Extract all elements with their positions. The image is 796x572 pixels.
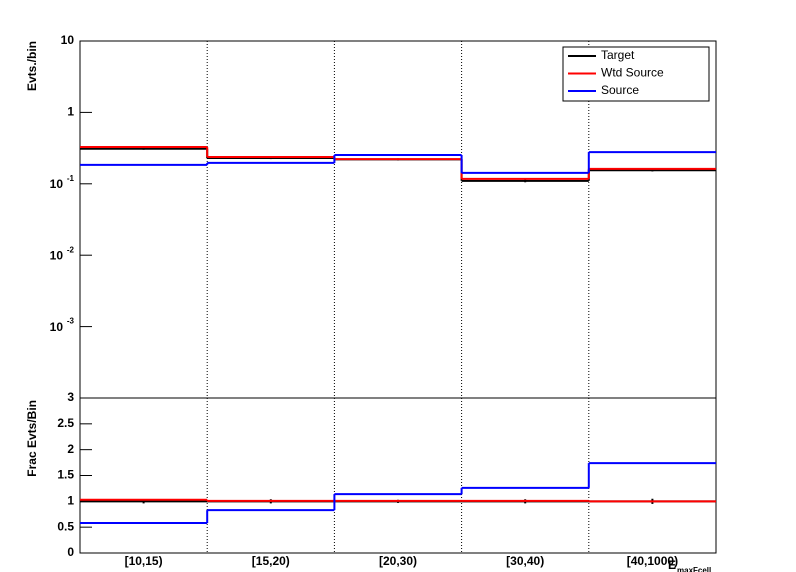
y-tick-label: 10: [50, 177, 64, 191]
y-tick-exponent: -3: [67, 317, 75, 326]
plot-frame: [79, 397, 717, 554]
y-tick-label: 1: [67, 105, 74, 119]
legend-label: Source: [601, 83, 639, 97]
y-tick-label: 2.5: [57, 416, 74, 430]
x-tick-label: [20,30): [379, 554, 417, 568]
x-axis-subscript: maxFcell: [677, 566, 711, 572]
y-axis-title: Frac Evts/Bin: [25, 400, 39, 477]
y-tick-label: 10: [61, 33, 75, 47]
y-tick-label: 0: [67, 545, 74, 559]
y-tick-exponent: -1: [67, 174, 75, 183]
x-tick-label: [30,40): [506, 554, 544, 568]
y-tick-label: 1: [67, 494, 74, 508]
x-tick-label: [15,20): [252, 554, 290, 568]
y-tick-exponent: -2: [67, 245, 75, 254]
y-tick-label: 2: [67, 442, 74, 456]
y-tick-label: 3: [67, 390, 74, 404]
y-axis-title: Evts./bin: [25, 41, 39, 91]
y-tick-label: 10: [50, 248, 64, 262]
y-tick-label: 1.5: [57, 468, 74, 482]
x-tick-label: [10,15): [125, 554, 163, 568]
x-axis-title: E: [668, 558, 676, 572]
y-tick-label: 10: [50, 320, 64, 334]
legend-label: Wtd Source: [601, 66, 664, 80]
x-tick-label: [40,1000): [627, 554, 678, 568]
legend-label: Target: [601, 48, 635, 62]
y-tick-label: 0.5: [57, 519, 74, 533]
